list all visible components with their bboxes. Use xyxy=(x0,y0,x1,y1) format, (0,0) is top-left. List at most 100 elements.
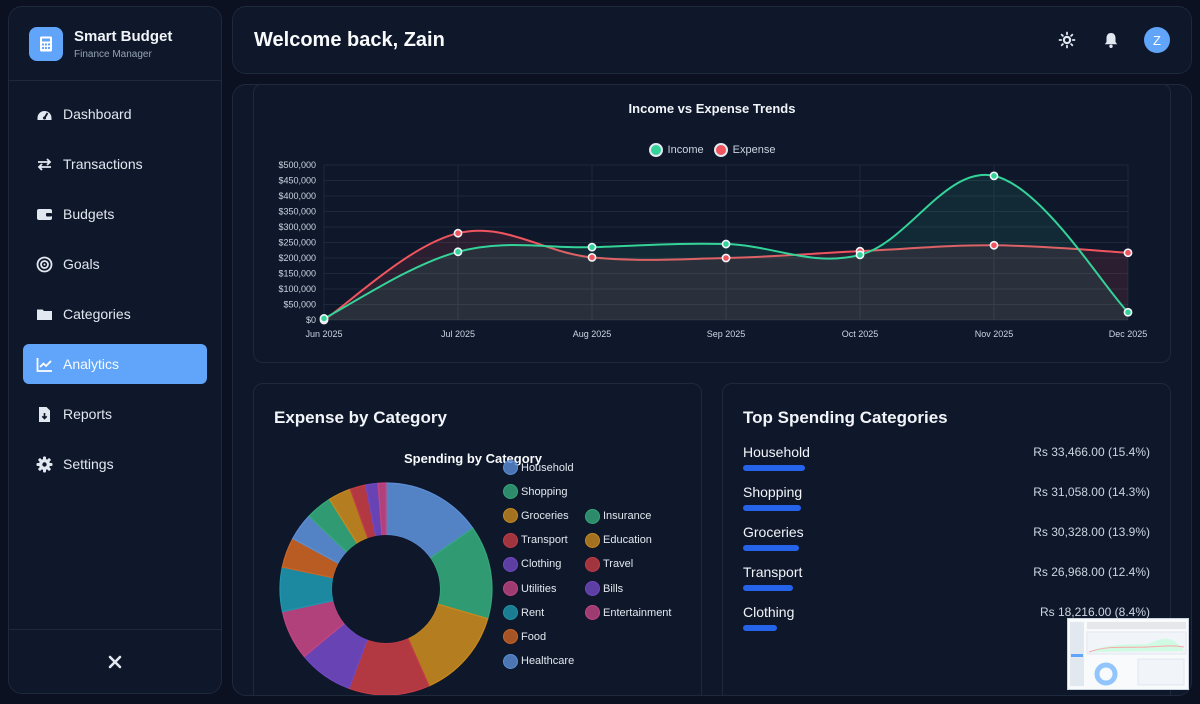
top-row-bar xyxy=(743,545,799,551)
income-point xyxy=(721,239,731,249)
sidebar-item-label: Budgets xyxy=(63,206,115,222)
sidebar-item-budgets[interactable]: Budgets xyxy=(23,194,207,234)
expense-point xyxy=(989,240,999,250)
top-row-bar xyxy=(743,465,805,471)
legend-bills[interactable]: Bills xyxy=(585,581,624,597)
top-row-name: Household xyxy=(743,444,810,460)
sidebar-item-transactions[interactable]: Transactions xyxy=(23,144,207,184)
expense-point xyxy=(721,253,731,263)
legend-groceries[interactable]: Groceries xyxy=(503,508,569,524)
y-tick-label: $450,000 xyxy=(278,176,316,186)
brand-subtitle: Finance Manager xyxy=(74,48,152,60)
legend-swatch xyxy=(503,460,518,475)
trend-legend: Income Expense xyxy=(254,143,1170,157)
legend-label: Household xyxy=(521,461,574,474)
legend-education[interactable]: Education xyxy=(585,532,652,548)
legend-income-label: Income xyxy=(667,144,704,156)
top-card-title: Top Spending Categories xyxy=(743,408,948,427)
x-tick-label: Aug 2025 xyxy=(573,329,612,339)
thumbnail-preview-icon xyxy=(1070,622,1187,686)
legend-swatch xyxy=(503,508,518,524)
y-tick-label: $400,000 xyxy=(278,191,316,201)
income-point xyxy=(1123,307,1133,317)
top-row-household: Household Rs 33,466.00 (15.4%) xyxy=(743,444,1150,480)
calculator-icon xyxy=(29,26,63,61)
expense-card-title: Expense by Category xyxy=(274,408,447,427)
folder-icon xyxy=(35,305,53,323)
legend-entertainment[interactable]: Entertainment xyxy=(585,605,672,621)
legend-expense[interactable]: Expense xyxy=(713,143,776,157)
expense-point xyxy=(587,252,597,262)
x-tick-label: Nov 2025 xyxy=(975,329,1014,339)
top-row-shopping: Shopping Rs 31,058.00 (14.3%) xyxy=(743,484,1150,520)
legend-label: Shopping xyxy=(521,485,568,498)
top-header: Welcome back, Zain Z xyxy=(232,6,1192,74)
legend-healthcare[interactable]: Healthcare xyxy=(503,653,574,669)
legend-food[interactable]: Food xyxy=(503,629,546,645)
legend-label: Education xyxy=(603,534,652,547)
legend-label: Insurance xyxy=(603,510,652,522)
y-tick-label: $100,000 xyxy=(278,284,316,294)
legend-shopping[interactable]: Shopping xyxy=(503,484,568,500)
page-title: Welcome back, Zain xyxy=(254,28,445,51)
gauge-icon xyxy=(35,105,53,123)
legend-swatch xyxy=(503,484,518,500)
income-swatch xyxy=(648,143,663,157)
legend-income[interactable]: Income xyxy=(648,143,704,157)
x-tick-label: Dec 2025 xyxy=(1109,329,1148,339)
sidebar-item-analytics[interactable]: Analytics xyxy=(23,344,207,384)
bell-icon xyxy=(1104,33,1118,48)
legend-household[interactable]: Household xyxy=(503,460,574,475)
legend-clothing[interactable]: Clothing xyxy=(503,556,561,572)
analytics-panel: Income vs Expense Trends Income Expense … xyxy=(232,84,1192,696)
y-tick-label: $50,000 xyxy=(283,300,316,310)
expense-point xyxy=(1123,248,1133,258)
sidebar-item-categories[interactable]: Categories xyxy=(23,294,207,334)
x-tick-label: Jul 2025 xyxy=(441,329,475,339)
sun-icon xyxy=(1058,31,1076,49)
legend-swatch xyxy=(503,581,518,596)
income-point xyxy=(587,242,597,252)
income-point xyxy=(989,171,999,181)
y-tick-label: $500,000 xyxy=(278,160,316,170)
avatar[interactable]: Z xyxy=(1144,27,1170,53)
legend-rent[interactable]: Rent xyxy=(503,605,544,621)
top-row-name: Groceries xyxy=(743,524,804,540)
legend-insurance[interactable]: Insurance xyxy=(585,508,652,524)
income-point xyxy=(319,314,329,323)
legend-travel[interactable]: Travel xyxy=(585,556,633,572)
legend-swatch xyxy=(585,581,600,597)
legend-swatch xyxy=(585,605,600,621)
legend-label: Groceries xyxy=(521,509,569,522)
x-tick-label: Oct 2025 xyxy=(842,329,879,339)
top-row-value: Rs 26,968.00 (12.4%) xyxy=(1033,565,1150,579)
income-point xyxy=(855,250,865,260)
top-row-transport: Transport Rs 26,968.00 (12.4%) xyxy=(743,564,1150,600)
sidebar-item-dashboard[interactable]: Dashboard xyxy=(23,94,207,134)
sidebar-footer xyxy=(9,629,221,693)
legend-utilities[interactable]: Utilities xyxy=(503,581,556,596)
sidebar-item-goals[interactable]: Goals xyxy=(23,244,207,284)
wallet-icon xyxy=(35,205,53,223)
y-tick-label: $150,000 xyxy=(278,269,316,279)
legend-expense-label: Expense xyxy=(732,144,776,156)
top-spending-card: Top Spending Categories Household Rs 33,… xyxy=(722,383,1171,695)
theme-toggle-button[interactable] xyxy=(1056,29,1078,51)
arrows-exchange-icon xyxy=(35,155,53,173)
legend-swatch xyxy=(503,605,518,621)
legend-label: Bills xyxy=(603,582,624,595)
sidebar-item-label: Settings xyxy=(63,456,114,472)
legend-label: Entertainment xyxy=(603,606,672,619)
legend-transport[interactable]: Transport xyxy=(503,532,568,548)
sidebar-item-settings[interactable]: Settings xyxy=(23,444,207,484)
screenshot-thumbnail[interactable] xyxy=(1067,618,1189,690)
target-icon xyxy=(35,255,53,273)
close-icon[interactable] xyxy=(108,655,122,669)
x-tick-label: Jun 2025 xyxy=(305,329,342,339)
legend-swatch xyxy=(503,653,518,669)
top-row-value: Rs 18,216.00 (8.4%) xyxy=(1039,605,1150,619)
notifications-button[interactable] xyxy=(1100,29,1122,51)
sidebar-item-label: Analytics xyxy=(63,356,120,372)
trend-chart-title: Income vs Expense Trends xyxy=(628,101,796,116)
sidebar-item-reports[interactable]: Reports xyxy=(23,394,207,434)
